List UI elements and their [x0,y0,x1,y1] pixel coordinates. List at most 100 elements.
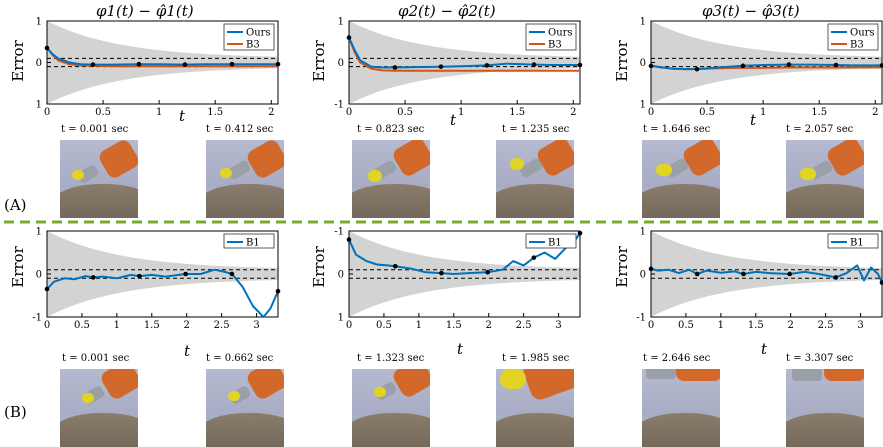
figure: 1 0 1 0 0.5 1 1.5 2 Ours B3 1 0 -1 0 0.5 1 1.5 2 Ours B3 1 0 1… [4,2,883,447]
marker-a1-1 [90,62,96,67]
robot-frame-b3 [352,369,430,447]
xtick-label-b3-0: 0 [648,320,654,331]
legend-box-a2 [525,23,577,51]
marker-a2-5 [577,62,583,68]
xtick-label-b2-5: 2.5 [516,320,532,331]
ytick-label-a2-0: 1 [338,17,344,28]
marker-a2-0 [346,35,352,40]
ytick-label-b2-2: 1 [338,313,344,324]
ylabel-a2: Error [309,40,328,82]
xtick-label-b1-0: 0 [44,320,50,331]
ytick-label-a3-2: 1 [640,100,646,111]
ytick-label-b2-0: -1 [334,227,344,238]
caption-a3-left: t = 1.646 sec [643,124,711,135]
ytick-label-a3-1: 0 [640,58,646,69]
marker-a3-1 [694,66,700,72]
marker-a1-3 [182,62,188,67]
xtick-label-a2-4: 2 [570,107,576,118]
marker-b1-3 [183,271,188,277]
xtick-label-a2-0: 0 [346,107,352,118]
legend-label-ours-a3: Ours [850,28,875,39]
xtick-label-a3-0: 0 [648,107,654,118]
marker-b1-1 [90,275,96,280]
marker-a2-1 [392,65,398,70]
caption-a3-right: t = 2.057 sec [786,124,854,135]
ylabel-b3: Error [612,246,631,288]
xlabel-b3: t [761,340,768,358]
ylabel-b1: Error [8,246,27,288]
caption-b2-left: t = 1.323 sec [357,353,425,364]
xlabel-b2: t [457,340,464,358]
caption-b2-right: t = 1.985 sec [502,353,570,364]
envelope-band-b1 [47,231,278,317]
ylabel-a3: Error [612,40,631,82]
series-ours-a1 [46,47,278,66]
legend-label-b1-b1: B1 [246,238,260,249]
xtick-label-b3-5: 2.5 [818,320,834,331]
xlabel-a2: t [450,111,457,129]
marker-b3-2 [741,271,746,277]
xtick-label-a3-2: 1 [760,107,766,118]
ytick-label-b1-0: 1 [36,227,42,238]
marker-b3-0 [648,266,654,272]
series-b3-a2 [348,37,580,72]
marker-b3-1 [694,271,700,277]
marker-a1-2 [136,61,142,67]
xtick-label-b2-1: 0.5 [376,320,392,331]
legend-label-b1-b3: B1 [850,238,864,249]
xtick-label-b3-4: 2 [788,320,794,331]
xtick-label-b2-3: 1.5 [446,320,462,331]
marker-a3-5 [879,63,883,68]
marker-b1-0 [44,286,50,292]
marker-a3-0 [648,63,654,69]
ytick-label-b2-1: 0 [338,270,344,281]
xtick-label-b2-0: 0 [346,320,352,331]
marker-b1-4 [229,271,235,277]
marker-b1-5 [275,288,281,294]
xtick-label-a2-3: 1.5 [509,107,525,118]
ytick-label-a2-1: 0 [338,58,344,69]
ytick-label-b3-1: 0 [640,270,646,281]
robot-frame-a2 [206,140,284,218]
ytick-label-b3-0: 1 [640,227,646,238]
marker-b2-1 [392,263,398,269]
xtick-label-a2-2: 1 [458,107,464,118]
ytick-label-a1-1: 0 [36,58,42,69]
marker-b2-3 [485,269,490,275]
caption-a1-right: t = 0.412 sec [206,124,274,135]
xtick-label-a3-4: 2 [872,107,878,118]
robot-frame-a6 [786,140,864,218]
xtick-label-a1-1: 0.5 [95,107,111,118]
xtick-label-a3-3: 1.5 [811,107,827,118]
robot-frame-b1 [60,369,138,447]
series-b1-b2 [348,232,581,275]
legend-box-b1 [223,233,275,249]
series-b1-b3 [650,264,883,284]
robot-frame-a5 [642,140,720,218]
legend-box-b2 [525,233,577,249]
xtick-label-b1-3: 1.5 [144,320,160,331]
ytick-label-a2-2: -1 [334,100,344,111]
row-label-b: (B) [4,403,27,421]
legend-label-b1-b2: B1 [548,238,562,249]
marker-a3-2 [740,63,746,69]
xtick-label-b3-6: 3 [857,320,863,331]
xtick-label-b3-3: 1.5 [748,320,764,331]
legend-label-ours-a1: Ours [246,28,271,39]
marker-a1-4 [229,61,235,67]
ytick-label-a1-2: 1 [36,100,42,111]
marker-a1-0 [44,45,50,51]
xtick-label-a1-3: 1.5 [207,107,223,118]
robot-frame-a3 [352,140,430,218]
xlabel-a1: t [179,107,186,125]
caption-a2-right: t = 1.235 sec [502,124,570,135]
xtick-label-a3-1: 0.5 [699,107,715,118]
title-phi2: φ2(t) − φ̂2(t) [398,2,496,20]
ytick-label-a3-0: 1 [640,17,646,28]
marker-a3-3 [786,62,792,67]
marker-a1-5 [275,61,281,67]
legend-label-b3-a3: B3 [850,40,864,51]
legend-label-b3-a2: B3 [548,40,562,51]
marker-b3-5 [879,280,883,285]
